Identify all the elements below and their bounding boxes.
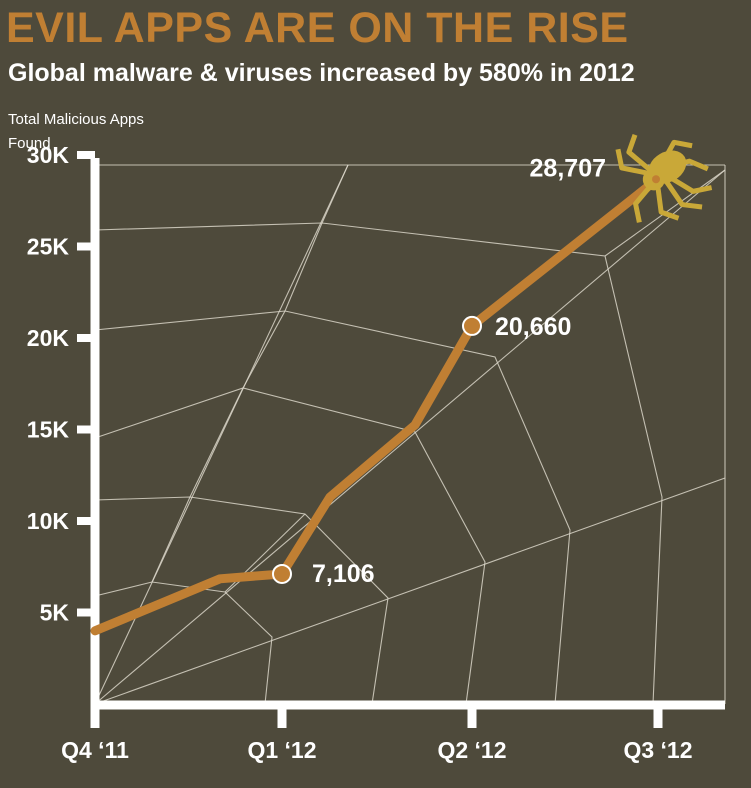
x-tick-label: Q3 ‘12 — [623, 737, 692, 763]
x-tick-label: Q2 ‘12 — [437, 737, 506, 763]
data-label: 7,106 — [312, 560, 375, 588]
y-tick-label: 10K — [27, 508, 70, 534]
x-tick-label: Q1 ‘12 — [247, 737, 316, 763]
y-axis-label: Total Malicious Apps Found — [8, 111, 144, 152]
y-tick-label: 20K — [27, 325, 70, 351]
y-tick-label: 25K — [27, 234, 70, 260]
data-label: 20,660 — [495, 313, 571, 341]
y-tick-label: 30K — [27, 142, 70, 168]
data-point — [272, 563, 292, 584]
x-tick-label: Q4 ‘11 — [61, 737, 129, 763]
y-tick-label: 15K — [27, 417, 70, 443]
chart-subtitle: Global malware & viruses increased by 58… — [8, 59, 635, 87]
spider-icon — [615, 133, 713, 223]
data-point — [462, 315, 482, 336]
y-tick-label: 5K — [40, 600, 70, 626]
chart-title: EVIL APPS ARE ON THE RISE — [6, 4, 629, 52]
data-label: 28,707 — [530, 155, 606, 183]
series-line — [90, 174, 663, 636]
